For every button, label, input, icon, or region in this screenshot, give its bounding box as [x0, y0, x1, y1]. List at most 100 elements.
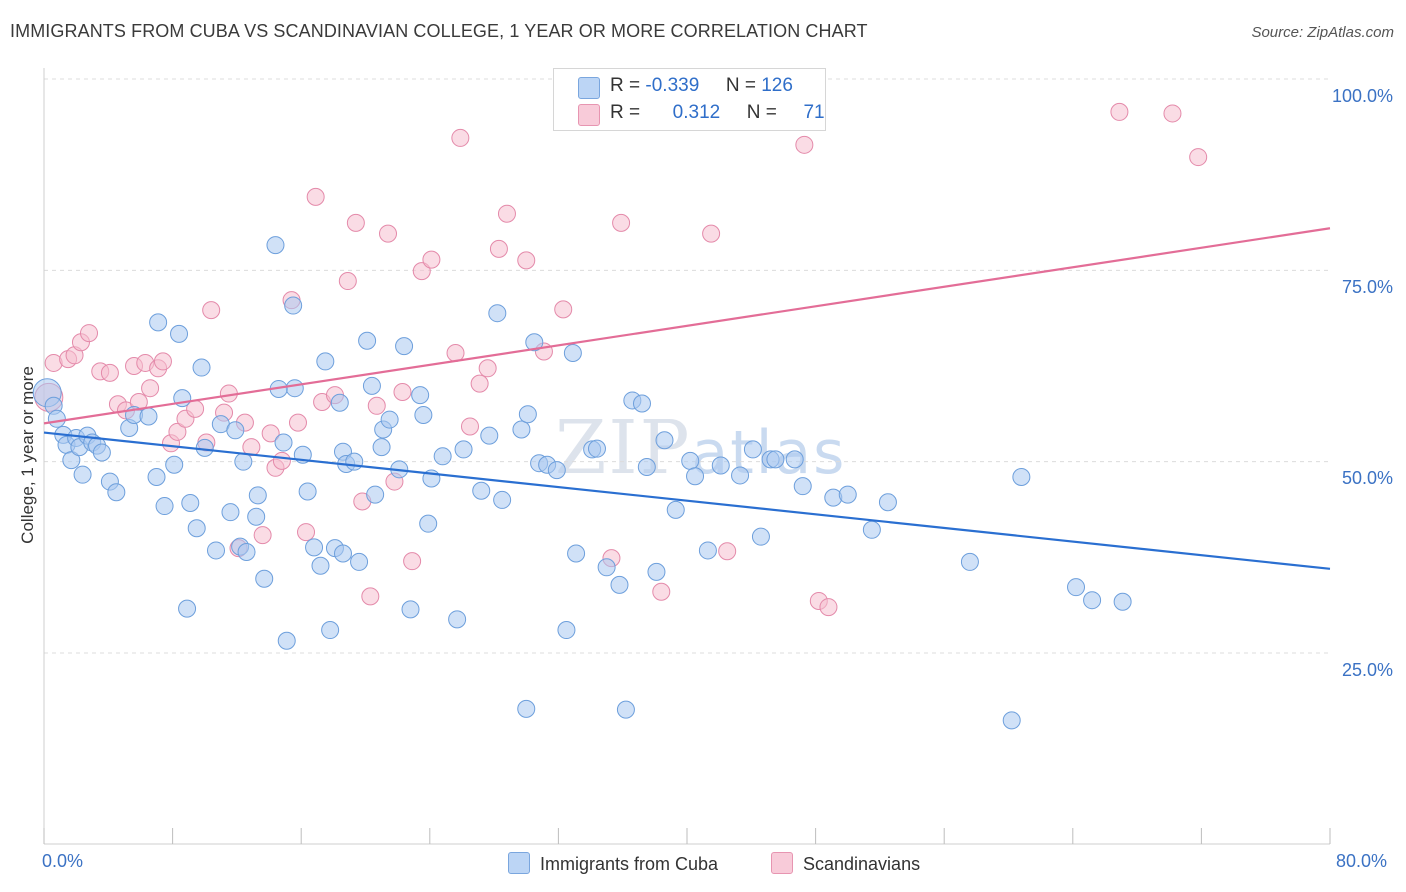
legend-r-value: -0.339	[645, 75, 700, 96]
cuba-point	[563, 343, 582, 362]
cuba-point	[637, 458, 656, 477]
legend-n-value: 71	[803, 102, 825, 123]
cuba-point	[333, 544, 352, 563]
cuba-point	[480, 426, 499, 445]
cuba-point	[311, 556, 330, 575]
scandinavians-point	[470, 374, 489, 393]
scandinavians-point	[702, 224, 721, 243]
cuba-point	[647, 562, 666, 581]
cuba-point	[255, 569, 274, 588]
scandinavians-point	[393, 383, 412, 402]
cuba-point	[414, 405, 433, 424]
cuba-point	[785, 450, 804, 469]
cuba-point	[305, 538, 324, 557]
cuba-point	[587, 439, 606, 458]
cuba-point	[862, 520, 881, 539]
scandinavians-trend-line	[43, 227, 1331, 425]
cuba-point	[512, 420, 531, 439]
scandinavians-point	[489, 239, 508, 258]
cuba-point	[557, 621, 576, 640]
scandinavians-point	[412, 262, 431, 281]
legend-n-label: N =	[725, 75, 756, 96]
cuba-point	[366, 485, 385, 504]
cuba-trend-line	[43, 431, 1331, 570]
cuba-point	[1067, 578, 1086, 597]
scandinavians-points	[34, 69, 1208, 617]
cuba-point	[686, 467, 705, 486]
cuba-point	[878, 493, 897, 512]
bottom-legend-scandinavians: Scandinavians	[771, 852, 920, 875]
bottom-legend-label-scandinavians: Scandinavians	[803, 854, 921, 874]
cuba-point	[838, 485, 857, 504]
cuba-point	[681, 451, 700, 470]
cuba-point	[448, 610, 467, 629]
cuba-point	[743, 440, 762, 459]
scandinavians-point	[100, 363, 119, 382]
cuba-point	[345, 452, 364, 471]
cuba-point	[170, 324, 189, 343]
cuba-point	[433, 447, 452, 466]
chart-source: Source: ZipAtlas.com	[1251, 24, 1394, 41]
cuba-point	[731, 466, 750, 485]
stats-legend: R = -0.339 N = 126 R = 0.312 N = 71	[553, 68, 826, 131]
scandinavians-point	[153, 352, 172, 371]
cuba-point	[147, 467, 166, 486]
cuba-point	[274, 433, 293, 452]
cuba-point	[321, 621, 340, 640]
cuba-point	[284, 296, 303, 315]
scandinavians-point	[403, 552, 422, 571]
bottom-legend-swatch-pink	[771, 852, 793, 874]
cuba-point	[454, 440, 473, 459]
y-tick-50: 50.0%	[1341, 468, 1393, 488]
cuba-point	[187, 519, 206, 538]
cuba-point	[493, 490, 512, 509]
cuba-point	[567, 544, 586, 563]
scandinavians-point	[141, 379, 160, 398]
scandinavians-point	[306, 187, 325, 206]
scandinavians-point	[1189, 148, 1208, 167]
cuba-points	[32, 236, 1132, 730]
cuba-point	[149, 313, 168, 332]
cuba-point	[165, 455, 184, 474]
cuba-point	[73, 465, 92, 484]
cuba-point	[597, 558, 616, 577]
cuba-point	[517, 699, 536, 718]
cuba-point	[380, 410, 399, 429]
cuba-point	[181, 493, 200, 512]
cuba-point	[139, 407, 158, 426]
scandinavians-point	[422, 250, 441, 269]
cuba-point	[277, 631, 296, 650]
scandinavians-point	[272, 451, 291, 470]
cuba-point	[316, 352, 335, 371]
cuba-point	[47, 409, 66, 428]
cuba-point	[419, 514, 438, 533]
cuba-point	[655, 431, 674, 450]
x-axis	[43, 68, 1331, 845]
scandinavians-point	[478, 359, 497, 378]
cuba-point	[62, 451, 81, 470]
scandinavians-point	[379, 224, 398, 243]
scandinavians-point	[1163, 104, 1182, 123]
cuba-point	[247, 507, 266, 526]
cuba-point	[358, 331, 377, 350]
cuba-point	[1012, 467, 1031, 486]
cuba-point	[178, 599, 197, 618]
cuba-point	[518, 405, 537, 424]
cuba-point	[711, 456, 730, 475]
scandinavians-point	[819, 598, 838, 617]
bottom-legend-swatch-blue	[508, 852, 530, 874]
scandinavians-point	[202, 301, 221, 320]
cuba-point	[92, 443, 111, 462]
cuba-point	[1083, 591, 1102, 610]
watermark: ZIPatlas	[555, 405, 846, 491]
cuba-point	[472, 481, 491, 500]
cuba-point	[401, 600, 420, 619]
cuba-point	[616, 700, 635, 719]
gridlines	[44, 78, 1330, 654]
scandinavians-point	[253, 526, 272, 545]
cuba-point	[1113, 592, 1132, 611]
y-tick-100: 100.0%	[1331, 86, 1393, 106]
cuba-point	[547, 461, 566, 480]
scandinavians-point	[297, 523, 316, 542]
